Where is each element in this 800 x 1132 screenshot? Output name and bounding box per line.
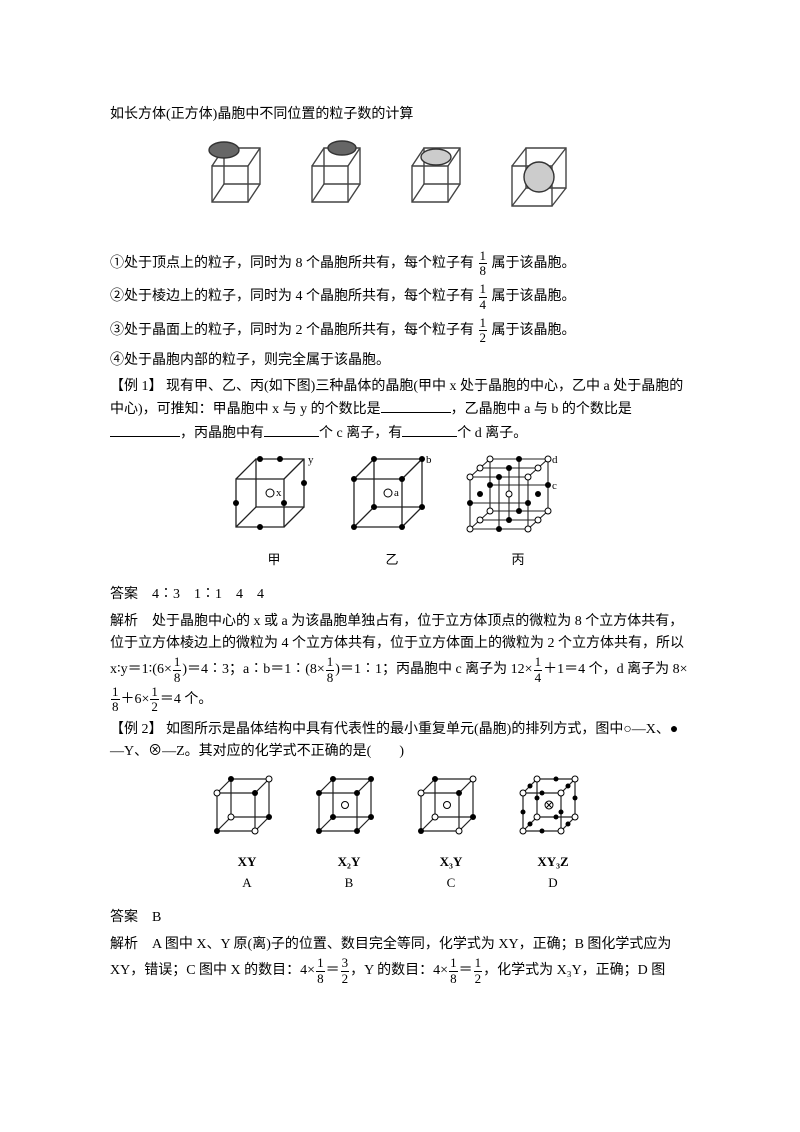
diagram-cubes-4 — [110, 134, 690, 234]
rule-1: ①处于顶点上的粒子，同时为 8 个晶胞所共有，每个粒子有 18 属于该晶胞。 — [110, 249, 690, 279]
ex2-sub-d: D — [548, 875, 557, 890]
ex1-answer: 答案 4∶3 1∶1 4 4 — [110, 584, 690, 606]
ex2-label-d: XY₃Z — [537, 854, 568, 869]
frac-1-8: 18 — [479, 249, 488, 279]
ex2-question: 【例 2】 如图所示是晶体结构中具有代表性的最小重复单元(晶胞)的排列方式，图中… — [110, 719, 690, 764]
f32: 32 — [341, 956, 350, 986]
ex2-explain: 解析 A 图中 X、Y 原(离)子的位置、数目完全等同，化学式为 XY，正确；B… — [110, 934, 690, 986]
diagram-ex1: x y 甲 a b 乙 — [110, 453, 690, 570]
rule1-b: 属于该晶胞。 — [492, 256, 576, 271]
ex1-q5: 个 d 离子。 — [457, 426, 527, 441]
ex1-e6: ＝4 个。 — [160, 692, 213, 707]
rule2-a: ②处于棱边上的粒子，同时为 4 个晶胞所共有，每个粒子有 — [110, 289, 474, 304]
svg-text:b: b — [426, 454, 432, 466]
rule3-a: ③处于晶面上的粒子，同时为 2 个晶胞所共有，每个粒子有 — [110, 323, 474, 338]
ex2-sub-b: B — [345, 875, 354, 890]
frac-1-2: 12 — [479, 316, 488, 346]
ex2-sub-a: A — [242, 875, 251, 890]
svg-text:a: a — [394, 487, 399, 499]
ex1-expl-label: 解析 — [110, 614, 152, 629]
blank-2 — [110, 422, 180, 437]
f12a: 12 — [150, 685, 159, 715]
ex2-label-c: X₃Y — [440, 854, 463, 869]
ex1-ans-label: 答案 — [110, 587, 152, 602]
f18c: 18 — [111, 685, 120, 715]
ex2-expl-label: 解析 — [110, 937, 152, 952]
ex2-label-b: X₂Y — [338, 854, 361, 869]
ex1-q4: 个 c 离子，有 — [319, 426, 402, 441]
ex1-label-c: 丙 — [456, 550, 580, 571]
rule2-b: 属于该晶胞。 — [492, 289, 576, 304]
rule-2: ②处于棱边上的粒子，同时为 4 个晶胞所共有，每个粒子有 14 属于该晶胞。 — [110, 282, 690, 312]
ex2-e5: ，化学式为 X₃Y，正确；D 图 — [483, 963, 665, 978]
diagram-ex2: XY A X₂Y B X₃Y C XY₃Z D — [110, 771, 690, 893]
ex1-label-b: 乙 — [338, 550, 446, 571]
ex2-ans: B — [152, 910, 161, 925]
rule1-a: ①处于顶点上的粒子，同时为 8 个晶胞所共有，每个粒子有 — [110, 256, 474, 271]
blank-4 — [402, 422, 457, 437]
f18a: 18 — [173, 655, 182, 685]
svg-text:c: c — [552, 480, 557, 492]
svg-text:d: d — [552, 454, 558, 466]
blank-1 — [381, 398, 451, 413]
ex2-e4: ＝ — [459, 963, 473, 978]
ex2-e2: ＝ — [326, 963, 340, 978]
ex2-e3: ，Y 的数目：4× — [350, 963, 448, 978]
ex1-question: 【例 1】 现有甲、乙、丙(如下图)三种晶体的晶胞(甲中 x 处于晶胞的中心，乙… — [110, 376, 690, 445]
ex1-q2: ，乙晶胞中 a 与 b 的个数比是 — [451, 402, 632, 417]
f18d: 18 — [316, 956, 325, 986]
ex1-tag: 【例 1】 — [110, 379, 166, 394]
ex1-ans: 4∶3 1∶1 4 4 — [152, 587, 264, 602]
rule3-b: 属于该晶胞。 — [492, 323, 576, 338]
f12b: 12 — [474, 956, 483, 986]
ex2-ans-label: 答案 — [110, 910, 152, 925]
ex2-tag: 【例 2】 — [110, 722, 166, 737]
svg-text:x: x — [276, 487, 282, 499]
ex1-explain: 解析 处于晶胞中心的 x 或 a 为该晶胞单独占有，位于立方体顶点的微粒为 8 … — [110, 611, 690, 715]
rule-4: ④处于晶胞内部的粒子，则完全属于该晶胞。 — [110, 350, 690, 372]
f18b: 18 — [326, 655, 335, 685]
f18e: 18 — [449, 956, 458, 986]
ex2-answer: 答案 B — [110, 907, 690, 929]
ex1-label-a: 甲 — [220, 550, 328, 571]
ex1-e5: ＋6× — [121, 692, 150, 707]
frac-1-4: 14 — [479, 282, 488, 312]
ex1-e4: ＋1＝4 个，d 离子为 8× — [543, 663, 687, 678]
ex1-e2: )＝4∶3；a∶b＝1∶(8× — [182, 663, 324, 678]
blank-3 — [264, 422, 319, 437]
ex2-q: 如图所示是晶体结构中具有代表性的最小重复单元(晶胞)的排列方式，图中○—X、●—… — [110, 722, 678, 759]
svg-text:y: y — [308, 454, 314, 466]
ex2-sub-c: C — [447, 875, 456, 890]
ex1-e3: )＝1∶1；丙晶胞中 c 离子为 12× — [335, 663, 532, 678]
intro-text: 如长方体(正方体)晶胞中不同位置的粒子数的计算 — [110, 104, 690, 126]
ex1-q3: ，丙晶胞中有 — [180, 426, 264, 441]
rule-3: ③处于晶面上的粒子，同时为 2 个晶胞所共有，每个粒子有 12 属于该晶胞。 — [110, 316, 690, 346]
ex2-label-a: XY — [238, 854, 257, 869]
f14a: 14 — [534, 655, 543, 685]
